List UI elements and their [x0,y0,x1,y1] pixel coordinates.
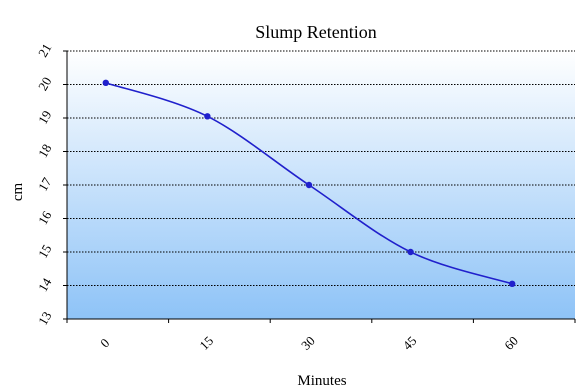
data-point [102,79,110,87]
y-tick-label: 13 [35,309,54,328]
data-point [407,248,414,256]
x-tick-label: 30 [298,333,318,353]
data-point [509,280,516,288]
x-tick-label: 15 [196,333,216,353]
y-tick-label: 16 [35,208,55,227]
x-tick-label: 0 [97,335,112,350]
x-tick-label: 60 [501,333,521,353]
y-tick-label: 18 [35,141,54,160]
gridlines [67,50,575,286]
x-axis: 0 15 30 45 60 [66,318,576,353]
y-tick-label: 15 [35,242,54,261]
y-tick-label: 14 [35,275,55,294]
data-point [204,113,211,120]
data-points [102,79,516,288]
y-axis: 13 14 15 16 17 18 19 20 21 [35,41,68,328]
y-tick-label: 17 [35,174,55,193]
y-tick-label: 20 [35,74,54,93]
y-axis-label: cm [10,183,26,202]
data-point [305,181,313,189]
y-tick-label: 21 [35,41,54,60]
chart-title: Slump Retention [255,22,377,42]
x-tick-label: 45 [400,333,420,353]
y-tick-label: 19 [35,108,54,127]
x-axis-label: Minutes [297,373,346,389]
